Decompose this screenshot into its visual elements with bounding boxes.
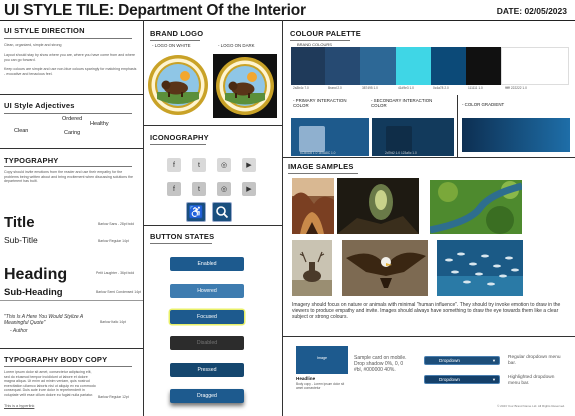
swatch-label: Brand 2.0 [328, 86, 342, 90]
title-sample: Title [4, 214, 35, 231]
brand-swatch [396, 47, 431, 85]
brand-swatch [466, 47, 501, 85]
direction-lead: Clean, organized, simple and strong [4, 43, 62, 47]
twitter-icon[interactable]: t [192, 158, 206, 172]
style-direction-heading: UI STYLE DIRECTION [4, 26, 85, 35]
button-states-heading: BUTTON STATES [150, 232, 215, 241]
gradient-label: - COLOR GRADIENT [462, 102, 505, 107]
brand-swatch [291, 47, 325, 85]
dropdown-label: Dropdown [439, 358, 460, 363]
card-headline: Headline [296, 376, 316, 381]
swatch-label: 2a3b4c 7.0 [293, 86, 309, 90]
adjective-word: Healthy [90, 121, 109, 127]
swatch-label: ffffff 222222 1.0 [505, 86, 527, 90]
aerial-river-image [430, 180, 522, 234]
primary-color-label: - PRIMARY INTERACTION COLOR [293, 98, 347, 108]
youtube-icon[interactable]: ▶ [242, 182, 256, 196]
quote-author: - Author [10, 328, 28, 334]
body-copy-heading: TYPOGRAPHY BODY COPY [4, 355, 108, 364]
chevron-down-icon: ▼ [492, 358, 496, 363]
facebook-icon[interactable]: f [167, 182, 181, 196]
button-pressed[interactable]: Pressed [170, 363, 244, 377]
button-dragged[interactable]: Dragged [170, 389, 244, 403]
image-samples-heading: IMAGE SAMPLES [288, 162, 354, 171]
direction-para-1: Layout should stay by show where you are… [4, 53, 136, 62]
iconography-heading: ICONOGRAPHY [150, 133, 209, 142]
dropdown-regular[interactable]: Dropdown ▼ [424, 356, 500, 365]
brand-swatch [360, 47, 396, 85]
eagle-image [342, 240, 428, 296]
instagram-icon[interactable]: ◎ [217, 158, 231, 172]
brand-logo-heading: BRAND LOGO [150, 29, 204, 38]
card-caption: Sample card on mobile. Drop shadow 0%, 0… [354, 355, 407, 373]
quote-spec: Barlow Italic 14pt [100, 320, 126, 324]
button-focused[interactable]: Focused [170, 310, 244, 324]
youtube-icon[interactable]: ▶ [242, 158, 256, 172]
page-title: UI STYLE TILE: Department Of the Interio… [4, 2, 306, 19]
subheading-sample: Sub-Heading [4, 287, 63, 298]
regular-dropdown-label: Regular dropdown menu bar. [508, 355, 561, 366]
desert-arch-image [292, 178, 334, 234]
button-hovered[interactable]: Hovered [170, 284, 244, 298]
subheading-spec: Barlow Semi Condensed 14pt [96, 290, 141, 294]
logo-on-dark-label: - LOGO ON DARK [218, 43, 255, 48]
typography-para: Copy should invite emotions from the rea… [4, 170, 134, 184]
swatch-label: 387495 1.0 [362, 86, 378, 90]
primary-codes: 6CB0D8 1.0 1E5A8C 1.0 [300, 151, 336, 155]
swatch-label: 41d9e3 1.0 [398, 86, 414, 90]
subtitle-spec: Barlow Regular 14pt [98, 239, 129, 243]
button-disabled[interactable]: Disabled [170, 336, 244, 350]
secondary-codes: 2d7fd2 1.0 123a5c 1.0 [385, 151, 417, 155]
instagram-icon[interactable]: ◎ [217, 182, 231, 196]
adjective-word: Ordered [62, 116, 83, 122]
copyright-text: © 2023 Your Brand Name Ltd. All Rights R… [497, 404, 565, 408]
secondary-color-label: - SECONDARY INTERACTION COLOR [371, 98, 433, 108]
heading-spec: Petit Laughter - 36pt bold [96, 271, 135, 275]
highlighted-dropdown-label: Highlighted dropdown menu bar. [508, 375, 555, 386]
facebook-icon[interactable]: f [167, 158, 181, 172]
direction-para-2: Keep colours are simple and use non-blue… [4, 67, 137, 76]
body-copy-spec: Barlow Regular 12pt [98, 395, 129, 399]
button-enabled[interactable]: Enabled [170, 257, 244, 271]
doi-seal-logo-dark [213, 54, 277, 118]
title-spec: Barlow Sans - 28pt bold [98, 222, 134, 226]
cave-light-image [337, 178, 419, 234]
brand-colours-label: BRAND COLOURS [297, 42, 332, 47]
sample-hyperlink[interactable]: This is a hyperlink [4, 404, 35, 408]
subtitle-sample: Sub-Title [4, 235, 38, 245]
chevron-down-icon: ▼ [492, 377, 496, 382]
swatch-label: 0c4a78 2.0 [433, 86, 449, 90]
dropdown-highlighted[interactable]: Dropdown ▼ [424, 375, 500, 384]
card-image-placeholder: Image [296, 346, 348, 374]
search-icon[interactable] [212, 202, 232, 222]
colour-palette-heading: COLOUR PALETTE [290, 29, 361, 38]
image-samples-caption: Imagery should focus on nature or animal… [292, 302, 561, 321]
secondary-hover-chip [386, 126, 412, 152]
dropdown-label: Dropdown [439, 377, 460, 382]
primary-hover-chip [299, 126, 325, 152]
adjective-word: Caring [64, 130, 81, 136]
fish-school-image [437, 240, 523, 296]
brand-swatch [325, 47, 360, 85]
doi-seal-logo-white [148, 55, 208, 115]
card-image-label: Image [317, 356, 327, 360]
deer-image [292, 240, 332, 296]
adjective-word: Clean [14, 128, 29, 134]
brand-swatch [501, 47, 569, 85]
quote-sample: "This Is A Here You Would Stylize A Mean… [4, 314, 84, 326]
swatch-label: 111111 1.0 [468, 86, 483, 90]
card-body: Body copy - Lorem ipsum dolor sit amet c… [296, 382, 345, 390]
typography-heading: TYPOGRAPHY [4, 156, 59, 165]
accessibility-icon[interactable]: ♿ [186, 202, 206, 222]
adjectives-heading: UI Style Adjectives [4, 101, 75, 110]
body-copy-para: Lorem ipsum dolor sit amet, consectetur … [4, 370, 96, 397]
twitter-icon[interactable]: t [192, 182, 206, 196]
logo-on-white-label: - LOGO ON WHITE [152, 43, 191, 48]
heading-sample: Heading [4, 266, 68, 283]
date-label: DATE: 02/05/2023 [496, 6, 567, 16]
brand-swatch [431, 47, 466, 85]
color-gradient-swatch [462, 118, 570, 152]
secondary-color-swatch [372, 118, 454, 156]
